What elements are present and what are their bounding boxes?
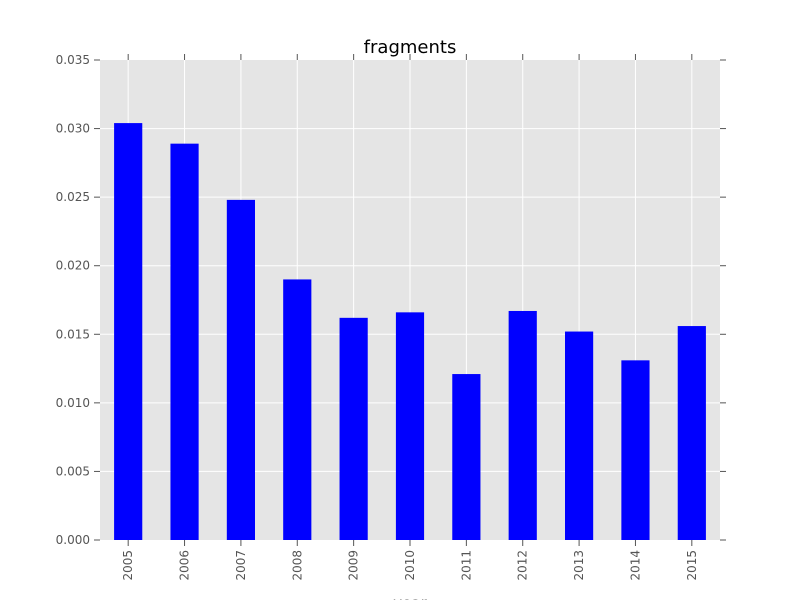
y-tick-label: 0.010: [56, 396, 90, 410]
x-tick-label-2013: 2013: [572, 550, 586, 581]
y-tick-label: 0.020: [56, 259, 90, 273]
y-tick-label: 0.030: [56, 122, 90, 136]
y-tick-label: 0.035: [56, 53, 90, 67]
y-tick-label: 0.000: [56, 533, 90, 547]
bar-2009: [339, 317, 368, 540]
bar-2010: [395, 312, 425, 540]
x-axis-title: year: [393, 594, 427, 600]
bar-2011: [452, 374, 481, 540]
bar-2008: [283, 279, 312, 540]
tick-marks: [94, 54, 726, 546]
x-tick-label-2011: 2011: [459, 550, 473, 581]
y-tick-label: 0.005: [56, 464, 90, 478]
y-tick-label: 0.015: [56, 327, 90, 341]
x-tick-label-2010: 2010: [403, 550, 417, 581]
x-tick-label-2007: 2007: [234, 550, 248, 581]
chart-title: fragments: [364, 37, 457, 58]
bar-2013: [565, 331, 594, 540]
x-tick-label-2009: 2009: [347, 550, 361, 581]
bar-2014: [621, 360, 650, 540]
bar-2012: [508, 310, 537, 540]
x-tick-label-2012: 2012: [516, 550, 530, 581]
bar-2015: [677, 326, 706, 540]
bars: [114, 123, 706, 540]
bar-2007: [226, 199, 255, 540]
y-tick-label: 0.025: [56, 190, 90, 204]
bar-2006: [170, 143, 199, 540]
x-tick-label-2014: 2014: [628, 550, 642, 581]
x-tick-labels: 2005 2006 2007 2008 2009 2010 2011 2012 2013 2014…: [121, 550, 699, 581]
x-tick-label-2006: 2006: [178, 550, 192, 581]
y-tick-labels: 0.000 0.005 0.010 0.015 0.020 0.025 0.030 0.035: [56, 53, 90, 547]
bar-2005: [114, 123, 143, 540]
x-tick-label-2008: 2008: [290, 550, 304, 581]
x-tick-label-2015: 2015: [685, 550, 699, 581]
x-tick-label-2005: 2005: [121, 550, 135, 581]
